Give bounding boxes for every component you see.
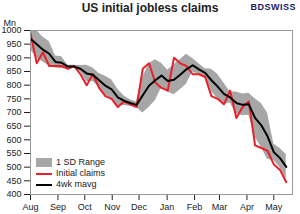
svg-text:450: 450 xyxy=(6,176,21,186)
svg-text:800: 800 xyxy=(6,80,21,90)
html-text:US initial jobless claims: US initial jobless claims xyxy=(81,1,219,15)
svg-text:500: 500 xyxy=(6,162,21,172)
svg-text:Apr: Apr xyxy=(240,202,254,212)
svg-text:700: 700 xyxy=(6,107,21,117)
svg-text:Oct: Oct xyxy=(78,202,93,212)
svg-text:1000: 1000 xyxy=(1,25,22,36)
svg-text:May: May xyxy=(265,202,283,212)
svg-text:Dec: Dec xyxy=(131,202,148,212)
html-text:BDSWISS: BDSWISS xyxy=(250,2,296,12)
svg-text:Aug: Aug xyxy=(22,202,38,212)
svg-text:Mn: Mn xyxy=(4,18,17,28)
svg-text:Sep: Sep xyxy=(50,202,66,212)
svg-text:Mar: Mar xyxy=(212,202,228,212)
svg-text:900: 900 xyxy=(6,53,21,63)
svg-text:Jan: Jan xyxy=(160,202,175,212)
html-text:1 SD Range: 1 SD Range xyxy=(56,157,105,167)
svg-text:Feb: Feb xyxy=(187,202,203,212)
svg-text:600: 600 xyxy=(6,135,21,145)
svg-text:550: 550 xyxy=(6,148,21,158)
html-text:4wk mavg: 4wk mavg xyxy=(56,179,97,189)
html-text:Initial claims: Initial claims xyxy=(56,168,105,178)
svg-text:Nov: Nov xyxy=(104,202,121,212)
svg-text:750: 750 xyxy=(6,94,21,104)
svg-text:850: 850 xyxy=(6,66,21,76)
svg-text:950: 950 xyxy=(6,39,21,49)
svg-text:650: 650 xyxy=(6,121,21,131)
svg-text:400: 400 xyxy=(6,189,21,199)
